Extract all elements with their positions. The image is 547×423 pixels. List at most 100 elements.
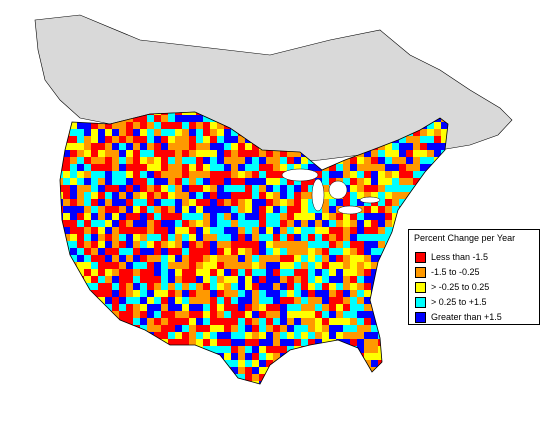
trend-cell [427, 164, 434, 171]
trend-cell [203, 248, 210, 255]
trend-cell [189, 220, 196, 227]
trend-cell [63, 311, 70, 318]
trend-cell [77, 234, 84, 241]
trend-cell [203, 325, 210, 332]
trend-cell [329, 381, 336, 384]
trend-cell [315, 213, 322, 220]
trend-cell [70, 143, 77, 150]
trend-cell [133, 381, 140, 384]
trend-cell [378, 360, 385, 367]
trend-cell [294, 311, 301, 318]
trend-cell [217, 381, 224, 384]
trend-cell [238, 262, 245, 269]
trend-cell [315, 367, 322, 374]
trend-cell [60, 339, 63, 346]
trend-cell [168, 157, 175, 164]
trend-cell [126, 381, 133, 384]
trend-cell [105, 199, 112, 206]
trend-cell [154, 206, 161, 213]
trend-cell [280, 367, 287, 374]
trend-cell [182, 262, 189, 269]
trend-cell [126, 199, 133, 206]
trend-cell [336, 220, 343, 227]
trend-cell [70, 283, 77, 290]
trend-cell [266, 290, 273, 297]
trend-cell [196, 171, 203, 178]
trend-cell [98, 346, 105, 353]
trend-cell [231, 290, 238, 297]
trend-cell [357, 157, 364, 164]
trend-cell [77, 185, 84, 192]
trend-cell [98, 381, 105, 384]
trend-cell [133, 157, 140, 164]
trend-cell [406, 367, 413, 374]
trend-cell [273, 381, 280, 384]
trend-cell [175, 311, 182, 318]
trend-cell [273, 206, 280, 213]
trend-cell [60, 283, 63, 290]
trend-cell [350, 262, 357, 269]
trend-cell [441, 129, 448, 136]
trend-cell [399, 367, 406, 374]
trend-cell [343, 304, 350, 311]
trend-cell [259, 325, 266, 332]
trend-cell [98, 213, 105, 220]
trend-cell [189, 241, 196, 248]
trend-cell [413, 129, 420, 136]
trend-cell [245, 388, 252, 395]
trend-cell [119, 311, 126, 318]
trend-cell [175, 276, 182, 283]
trend-cell [84, 374, 91, 381]
trend-cell [406, 171, 413, 178]
trend-cell [371, 206, 378, 213]
trend-cell [427, 213, 434, 220]
trend-cell [252, 220, 259, 227]
trend-cell [266, 374, 273, 381]
trend-cell [280, 213, 287, 220]
trend-cell [399, 353, 406, 360]
trend-cell [350, 304, 357, 311]
trend-cell [98, 220, 105, 227]
trend-cell [168, 325, 175, 332]
trend-cell [168, 290, 175, 297]
trend-cell [182, 115, 189, 122]
trend-cell [280, 227, 287, 234]
trend-cell [63, 143, 70, 150]
trend-cell [210, 220, 217, 227]
trend-cell [350, 164, 357, 171]
trend-cell [287, 325, 294, 332]
trend-cell [154, 143, 161, 150]
trend-cell [210, 276, 217, 283]
trend-cell [119, 374, 126, 381]
trend-cell [399, 234, 406, 241]
trend-cell [63, 353, 70, 360]
trend-cell [245, 206, 252, 213]
trend-cell [203, 234, 210, 241]
trend-cell [259, 304, 266, 311]
trend-cell [91, 213, 98, 220]
trend-cell [266, 157, 273, 164]
trend-cell [231, 192, 238, 199]
trend-cell [203, 255, 210, 262]
trend-cell [203, 150, 210, 157]
trend-cell [364, 157, 371, 164]
trend-cell [392, 199, 399, 206]
trend-cell [266, 234, 273, 241]
trend-cell [154, 304, 161, 311]
trend-cell [280, 241, 287, 248]
trend-cell [189, 346, 196, 353]
trend-cell [231, 255, 238, 262]
trend-cell [119, 304, 126, 311]
trend-cell [434, 206, 441, 213]
trend-cell [245, 248, 252, 255]
trend-cell [343, 381, 350, 384]
trend-cell [329, 164, 336, 171]
trend-cell [63, 164, 70, 171]
trend-cell [322, 304, 329, 311]
trend-cell [182, 136, 189, 143]
trend-cell [322, 269, 329, 276]
trend-cell [280, 311, 287, 318]
trend-cell [63, 178, 70, 185]
trend-cell [105, 136, 112, 143]
